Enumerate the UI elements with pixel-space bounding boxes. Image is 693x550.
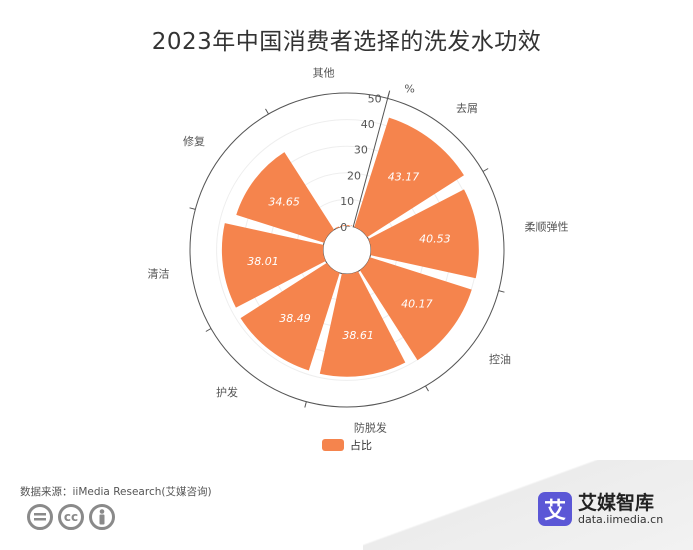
bar-7: [335, 225, 353, 229]
bar-layer: [221, 117, 479, 377]
source-note: 数据来源：iiMedia Research(艾媒咨询): [20, 486, 212, 498]
bar-4: [240, 262, 340, 371]
angle-tick: [205, 328, 212, 332]
value-label-3: 38.61: [342, 329, 374, 342]
bar-0: [354, 117, 464, 238]
radius-axis-line: [352, 90, 391, 227]
angle-tick: [482, 168, 489, 172]
radius-tick-label: 50: [368, 92, 382, 105]
label-layer: 43.17 40.53 40.17 38.61 38.49 38.01 34.65 0.360…: [148, 67, 569, 435]
radius-tick-label: 40: [361, 118, 375, 131]
category-label-4: 护发: [216, 385, 238, 399]
radius-tick-label: 30: [354, 144, 368, 157]
person-icon: [89, 504, 115, 530]
category-label-6: 修复: [183, 134, 205, 148]
category-label-2: 控油: [489, 352, 511, 366]
equal-icon: [27, 504, 53, 530]
value-label-6: 34.65: [268, 196, 300, 209]
category-label-7: 其他: [313, 67, 335, 80]
bar-6: [236, 152, 335, 243]
category-label-1: 柔顺弹性: [524, 220, 568, 234]
brand-url: data.iimedia.cn: [578, 512, 664, 526]
brand-mark-icon: 艾: [538, 492, 572, 526]
value-label-5: 38.01: [247, 255, 279, 268]
radius-tick-label: 10: [340, 195, 354, 208]
angle-tick: [304, 401, 307, 408]
angle-tick: [265, 108, 269, 115]
category-label-5: 清洁: [148, 267, 170, 280]
angle-tick: [425, 385, 429, 392]
category-label-0: 去屑: [456, 102, 478, 115]
bar-5: [221, 223, 326, 308]
value-label-1: 40.53: [419, 232, 451, 245]
cc-icon: cc: [58, 504, 84, 530]
value-label-0: 43.17: [388, 170, 420, 183]
license-icons: cc: [27, 504, 120, 530]
radius-tick-label: 0: [340, 221, 347, 234]
brand-background: [363, 460, 693, 550]
angle-axis-circle: [189, 92, 505, 408]
angle-tick: [189, 207, 196, 210]
value-label-2: 40.17: [401, 298, 433, 311]
legend-swatch: [322, 439, 344, 451]
brand-name: 艾媒智库: [578, 491, 655, 514]
bar-2: [359, 257, 472, 361]
bar-3: [319, 271, 406, 377]
brand-logo[interactable]: 艾 艾媒智库 data.iimedia.cn: [538, 492, 663, 526]
value-label-7: 0.36: [331, 217, 356, 230]
chart-title: 2023年中国消费者选择的洗发水功效: [151, 29, 542, 55]
value-label-4: 38.49: [279, 312, 311, 325]
angle-tick: [498, 290, 505, 293]
radius-unit-label: %: [404, 82, 414, 95]
radius-tick-label: 20: [347, 169, 361, 182]
bar-1: [368, 189, 479, 279]
category-label-3: 防脱发: [354, 420, 387, 434]
legend-label: 占比: [350, 439, 372, 452]
legend[interactable]: 占比: [322, 437, 372, 453]
